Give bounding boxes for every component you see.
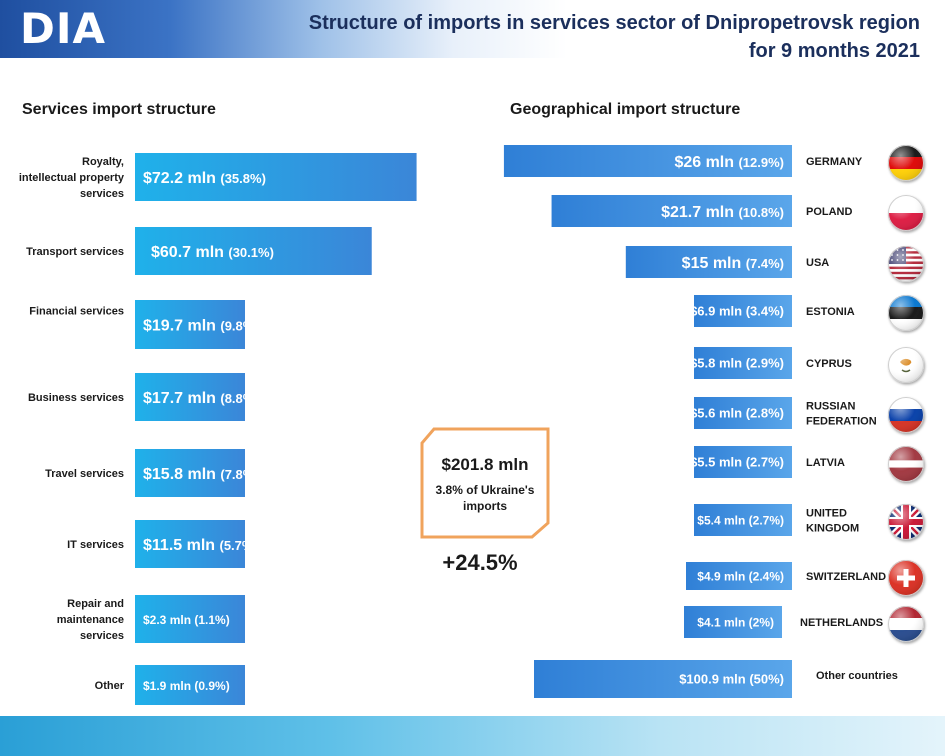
service-bar-label-5: $11.5 mln (5.7%) — [143, 537, 258, 554]
country-bar-label-3: $6.9 mln (3.4%) — [690, 304, 784, 319]
service-category-label-0-line1: intellectual property — [19, 172, 125, 184]
service-bar-7 — [135, 665, 245, 705]
germany-flag-icon — [888, 145, 924, 181]
country-bar-label-4: $5.8 mln (2.9%) — [690, 356, 784, 371]
service-bar-5 — [135, 520, 245, 568]
usa-flag-icon — [888, 246, 924, 282]
country-label-9: NETHERLANDS — [800, 617, 883, 629]
services-section-title: Services import structure — [22, 101, 216, 118]
country-label-5-line0: RUSSIAN — [806, 401, 856, 413]
country-bar-2 — [625, 246, 792, 278]
country-bar-7 — [694, 504, 792, 536]
latvia-flag-icon — [888, 446, 924, 482]
dia-logo: DIA — [20, 4, 106, 53]
service-bar-3 — [135, 373, 245, 421]
service-category-label-5: IT services — [67, 539, 124, 551]
country-label-8: SWITZERLAND — [806, 571, 886, 583]
country-bar-label-0: $26 mln (12.9%) — [674, 154, 784, 171]
service-category-label-2: Financial services — [29, 306, 124, 318]
country-bar-label-5: $5.6 mln (2.8%) — [690, 406, 784, 421]
country-bar-label-10: $100.9 mln (50%) — [679, 672, 784, 687]
country-label-4: CYPRUS — [806, 358, 852, 370]
switzerland-flag-icon — [888, 560, 924, 596]
service-bar-label-3: $17.7 mln (8.8%) — [143, 390, 259, 407]
country-label-1: POLAND — [806, 206, 853, 218]
country-bar-label-9: $4.1 mln (2%) — [697, 615, 774, 629]
ukraine-share-text: 3.8% of Ukraine's imports — [420, 482, 550, 514]
service-category-label-0-line0: Royalty, — [82, 156, 124, 168]
geography-section-title: Geographical import structure — [510, 101, 741, 118]
page-title-line1: Structure of imports in services sector … — [308, 12, 920, 34]
country-label-7-line0: UNITED — [806, 508, 847, 520]
uk-flag-icon — [888, 504, 924, 540]
country-bar-5 — [694, 397, 792, 429]
service-category-label-4: Travel services — [45, 468, 124, 480]
service-category-label-7: Other — [95, 680, 125, 692]
country-label-3: ESTONIA — [806, 306, 855, 318]
geography-bar-chart: $26 mln (12.9%) GERMANY $21.7 mln (10.8%) P… — [503, 145, 924, 698]
total-callout-frame — [420, 427, 550, 539]
service-bar-label-2: $19.7 mln (9.8%) — [143, 318, 259, 335]
country-bar-6 — [694, 446, 792, 478]
russia-flag-icon — [888, 397, 924, 433]
total-imports-value: $201.8 mln — [441, 455, 529, 474]
header-band — [0, 0, 945, 58]
country-bar-0 — [503, 145, 792, 177]
country-bar-label-1: $21.7 mln (10.8%) — [661, 204, 784, 221]
footer-band — [0, 716, 945, 756]
cyprus-flag-icon — [888, 347, 924, 383]
services-bar-chart: $72.2 mln (35.8%) Royalty, intellectual pr… — [19, 153, 417, 705]
country-bar-10 — [534, 660, 792, 698]
service-bar-2 — [135, 300, 245, 349]
country-label-7-line1: KINGDOM — [806, 523, 859, 535]
page-title: Structure of imports in services sector … — [260, 9, 920, 65]
country-bar-3 — [694, 295, 792, 327]
country-label-5-line1: FEDERATION — [806, 416, 877, 428]
country-bar-8 — [686, 562, 792, 590]
service-bar-label-0: $72.2 mln (35.8%) — [143, 170, 266, 187]
growth-rate: +24.5% — [442, 550, 518, 575]
service-bar-label-7: $1.9 mln (0.9%) — [143, 679, 230, 693]
ukraine-share-line2: imports — [462, 499, 507, 513]
estonia-flag-icon — [888, 295, 924, 331]
country-bar-4 — [694, 347, 792, 379]
page-title-line2: for 9 months 2021 — [748, 40, 920, 62]
country-label-10: Other countries — [816, 670, 898, 682]
country-bar-label-8: $4.9 mln (2.4%) — [697, 569, 784, 583]
service-category-label-6-line0: Repair and — [67, 598, 124, 610]
country-label-6: LATVIA — [806, 457, 845, 469]
service-bar-6 — [135, 595, 245, 643]
netherlands-flag-icon — [888, 606, 924, 642]
country-label-0: GERMANY — [806, 156, 863, 168]
service-bar-label-1: $60.7 mln (30.1%) — [151, 244, 274, 261]
poland-flag-icon — [888, 195, 924, 231]
country-bar-label-6: $5.5 mln (2.7%) — [690, 455, 784, 470]
country-bar-9 — [684, 606, 782, 638]
service-bar-1 — [135, 227, 372, 275]
country-label-2: USA — [806, 257, 829, 269]
service-bar-0 — [135, 153, 417, 201]
service-bar-label-4: $15.8 mln (7.8%) — [143, 466, 259, 483]
country-bar-label-7: $5.4 mln (2.7%) — [697, 513, 784, 527]
service-category-label-6-line1: maintenance — [57, 614, 124, 626]
service-category-label-0-line2: services — [80, 188, 124, 200]
service-bar-label-6: $2.3 mln (1.1%) — [143, 613, 230, 627]
service-bar-4 — [135, 449, 245, 497]
service-category-label-6-line2: services — [80, 630, 124, 642]
service-category-label-3: Business services — [28, 392, 124, 404]
country-bar-label-2: $15 mln (7.4%) — [682, 255, 784, 272]
ukraine-share-line1: 3.8% of Ukraine's — [435, 483, 535, 497]
service-category-label-1: Transport services — [26, 246, 124, 258]
country-bar-1 — [551, 195, 792, 227]
